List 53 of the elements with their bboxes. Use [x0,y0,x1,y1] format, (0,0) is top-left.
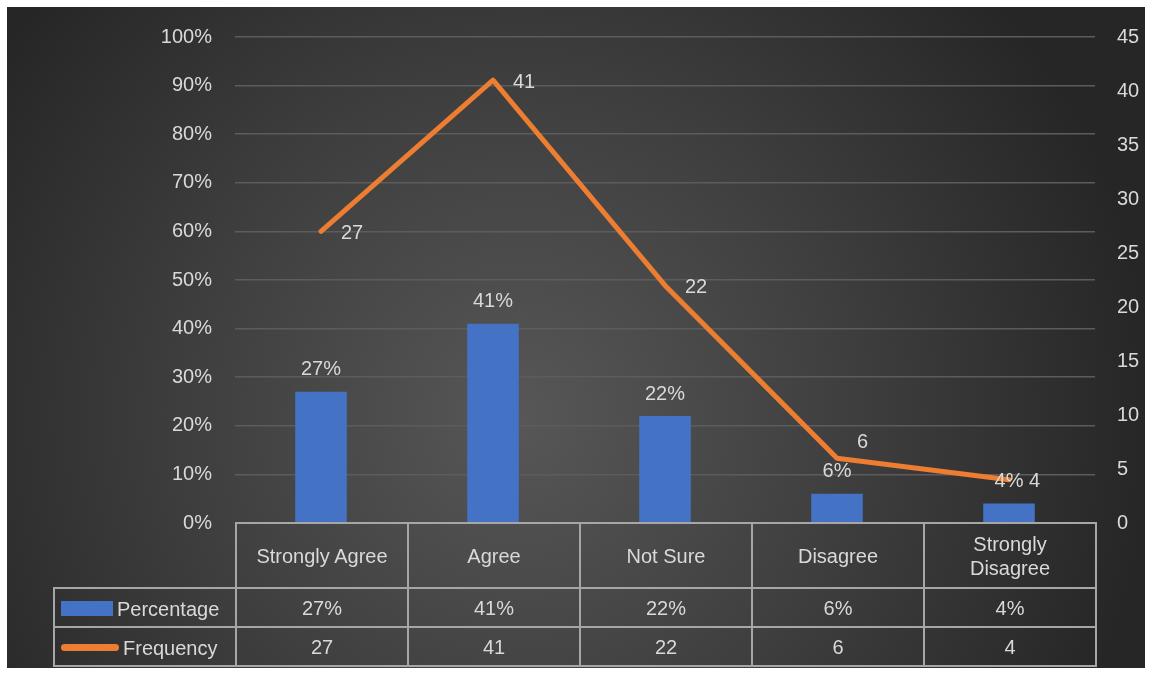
y-tick-label: 70% [171,170,213,193]
data-label: 41% [408,588,580,627]
data-label: 27 [236,627,408,666]
data-label: 4 [924,627,1096,666]
data-label: 6% [752,588,924,627]
y2-tick-label: 10 [1117,402,1140,425]
y2-tick-label: 40 [1117,78,1140,101]
data-label: 22% [580,588,752,627]
text: 22% [644,381,686,404]
y-tick-label: 90% [171,73,213,96]
y2-tick-label: 35 [1117,132,1140,155]
y-tick-label: 50% [171,267,213,290]
y2-tick-label: 15 [1117,348,1140,371]
y-tick-label: 100% [160,24,213,47]
text: 6 [857,429,869,452]
text: 4 [1029,469,1041,492]
y-tick-label: 30% [171,364,213,387]
x-tick-label: Not Sure [580,523,752,588]
text: 27 [341,220,364,243]
data-label: 4% [924,588,1096,627]
text: 27% [300,357,342,380]
bar [639,416,691,523]
y-tick-label: 10% [171,461,213,484]
y2-tick-label: 25 [1117,240,1140,263]
x-tick-label: Agree [408,523,580,588]
y-tick-label: 0% [183,510,213,533]
legend-label: Frequency [123,636,218,659]
data-label: 22 [580,627,752,666]
x-tick-label: Strongly Agree [236,523,408,588]
y-tick-label: 20% [171,413,213,436]
y-tick-label: 40% [171,316,213,339]
x-tick-label: Strongly Disagree [924,523,1096,588]
data-label: 27% [236,588,408,627]
y-tick-label: 80% [171,121,213,144]
y-tick-label: 60% [171,218,213,241]
y2-tick-label: 20 [1117,294,1140,317]
y2-tick-label: 5 [1117,456,1129,479]
text: 4% [994,469,1024,492]
bar [467,323,519,523]
text: 41% [472,289,514,312]
text: 22 [685,274,708,297]
bar [811,493,863,523]
bar [295,391,347,523]
data-label: 41 [408,627,580,666]
y2-tick-label: 0 [1117,510,1129,533]
text: 6% [822,459,852,482]
y2-tick-label: 30 [1117,186,1140,209]
x-tick-label: Disagree [752,523,924,588]
data-label: 6 [752,627,924,666]
text: 41 [513,69,536,92]
y2-tick-label: 45 [1117,24,1140,47]
legend-label: Percentage [117,597,220,620]
bar [983,503,1035,523]
